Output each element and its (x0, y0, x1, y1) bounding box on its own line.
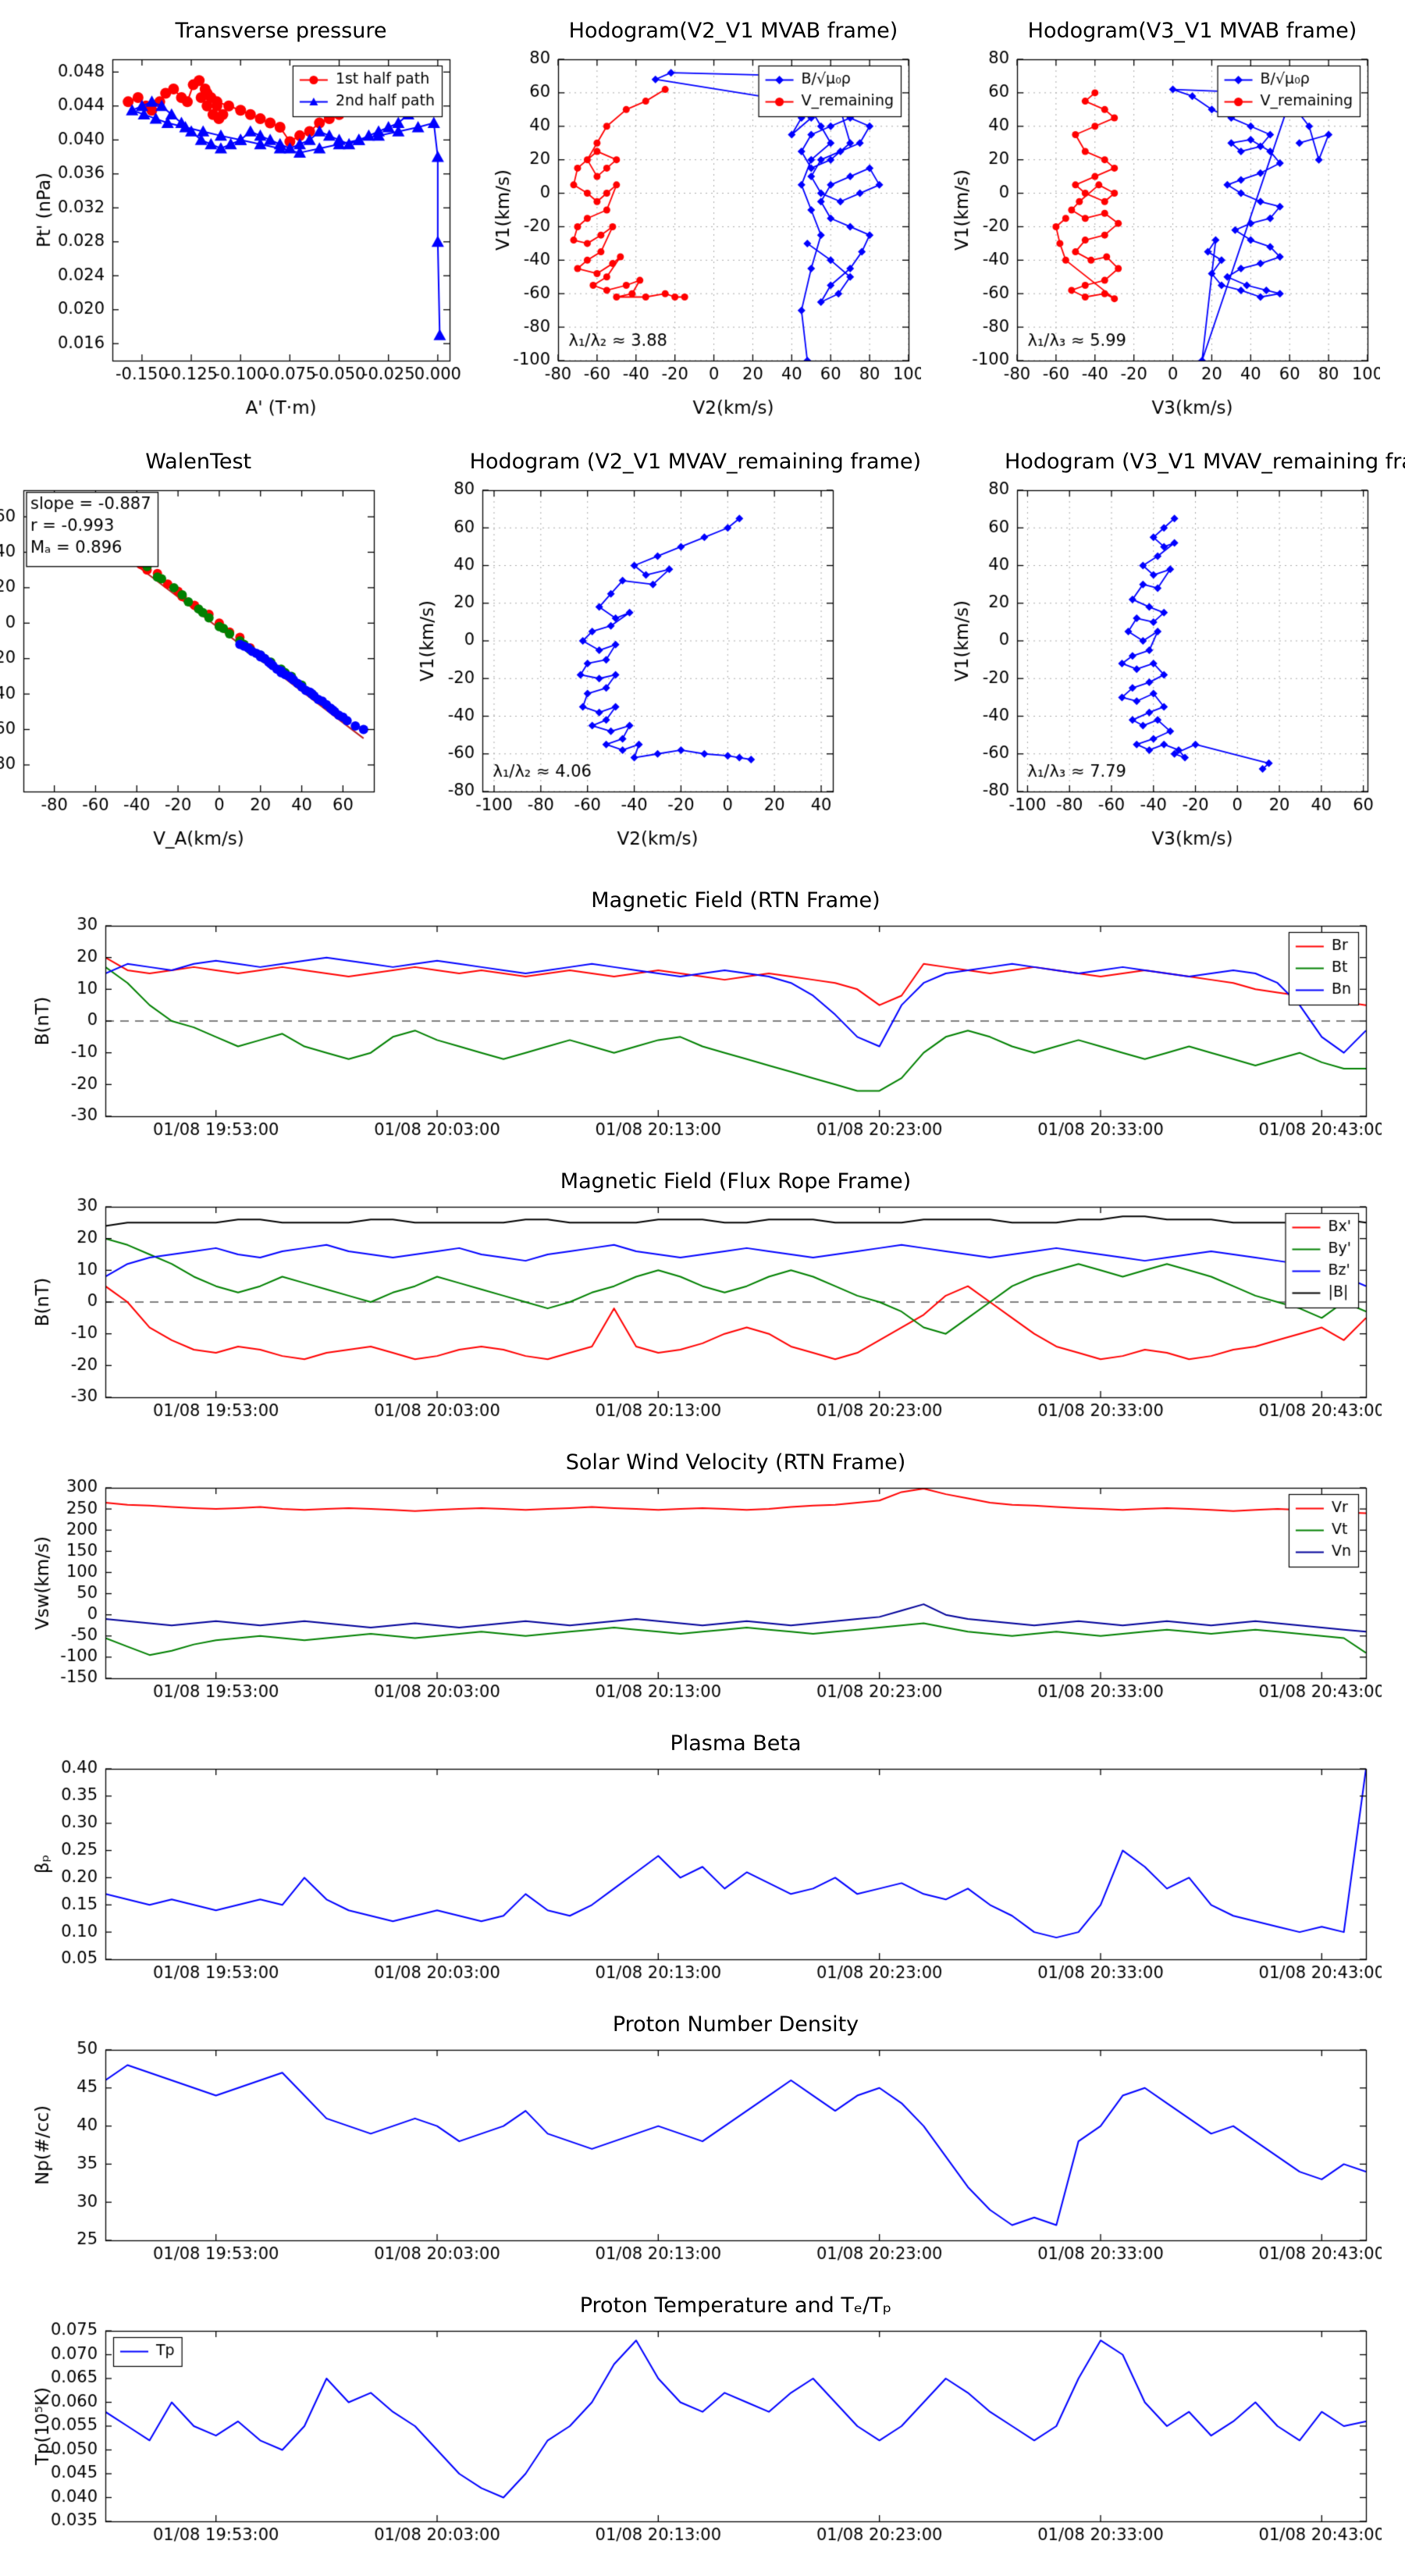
panel-title-hodogram-v2v1-mvav: Hodogram (V2_V1 MVAV_remaining frame) (469, 450, 921, 474)
panel-title-hodogram-v3v1-mvab: Hodogram(V3_V1 MVAB frame) (1027, 19, 1357, 43)
panel-title-plasma-beta: Plasma Beta (670, 1731, 802, 1756)
panel-title-transverse-pressure: Transverse pressure (175, 19, 387, 43)
panel-proton-temperature: Proton Temperature and Tₑ/Tₚ (23, 2290, 1382, 2556)
panel-title-walen-test: WalenTest (145, 450, 252, 474)
panel-title-magnetic-field-flux-rope: Magnetic Field (Flux Rope Frame) (560, 1169, 912, 1194)
chart-canvas-hodogram-v3v1-mvav (943, 479, 1380, 854)
chart-canvas-proton-temperature (23, 2322, 1382, 2556)
panel-title-proton-temperature: Proton Temperature and Tₑ/Tₚ (579, 2293, 892, 2318)
chart-canvas-proton-number-density (23, 2041, 1382, 2275)
chart-canvas-plasma-beta (23, 1759, 1382, 1994)
chart-canvas-hodogram-v3v1-mvab (943, 48, 1380, 423)
chart-canvas-transverse-pressure (25, 48, 462, 423)
panel-proton-number-density: Proton Number Density (23, 2009, 1382, 2275)
panel-magnetic-field-flux-rope: Magnetic Field (Flux Rope Frame) (23, 1166, 1382, 1432)
panel-transverse-pressure: Transverse pressure (25, 14, 462, 423)
chart-canvas-solar-wind-velocity (23, 1478, 1382, 1713)
chart-canvas-hodogram-v2v1-mvav (407, 479, 845, 854)
panel-title-solar-wind-velocity: Solar Wind Velocity (RTN Frame) (565, 1450, 906, 1475)
panel-walen-test: WalenTest (0, 445, 386, 854)
chart-canvas-walen-test (0, 479, 386, 854)
panel-magnetic-field-rtn: Magnetic Field (RTN Frame) (23, 885, 1382, 1151)
panel-title-hodogram-v2v1-mvab: Hodogram(V2_V1 MVAB frame) (568, 19, 898, 43)
panel-row-2: WalenTest Hodogram (V2_V1 MVAV_remaining… (0, 445, 1405, 854)
panel-hodogram-v2v1-mvab: Hodogram(V2_V1 MVAB frame) (484, 14, 921, 423)
panel-title-proton-number-density: Proton Number Density (612, 2012, 859, 2037)
chart-canvas-hodogram-v2v1-mvab (484, 48, 921, 423)
panel-plasma-beta: Plasma Beta (23, 1728, 1382, 1994)
panel-hodogram-v3v1-mvav: Hodogram (V3_V1 MVAV_remaining frame) (943, 445, 1405, 854)
panel-hodogram-v2v1-mvav: Hodogram (V2_V1 MVAV_remaining frame) (407, 445, 921, 854)
panel-hodogram-v3v1-mvab: Hodogram(V3_V1 MVAB frame) (943, 14, 1380, 423)
panel-title-magnetic-field-rtn: Magnetic Field (RTN Frame) (591, 888, 880, 913)
panel-title-hodogram-v3v1-mvav: Hodogram (V3_V1 MVAV_remaining frame) (1005, 450, 1405, 474)
panel-row-1: Transverse pressure Hodogram(V2_V1 MVAB … (0, 14, 1405, 423)
chart-canvas-magnetic-field-flux-rope (23, 1197, 1382, 1432)
chart-canvas-magnetic-field-rtn (23, 916, 1382, 1151)
panel-solar-wind-velocity: Solar Wind Velocity (RTN Frame) (23, 1447, 1382, 1713)
